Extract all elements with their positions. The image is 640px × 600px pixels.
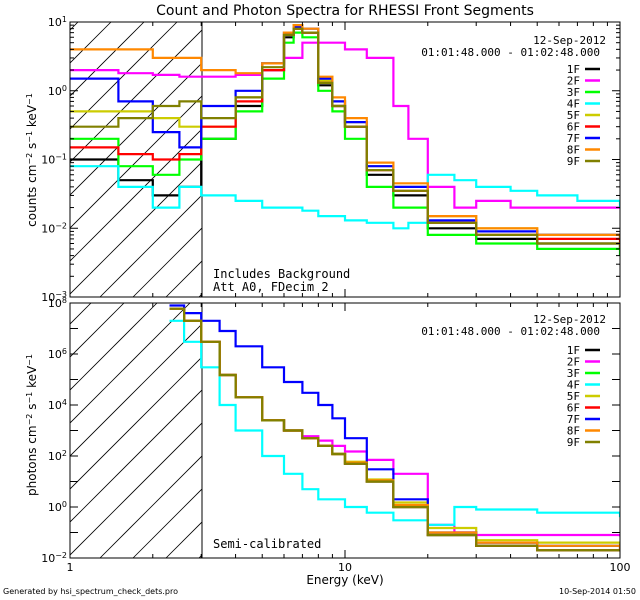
legend-label-2F: 2F	[567, 356, 580, 369]
series-line-3F	[70, 31, 620, 256]
hatch-line	[364, 22, 639, 297]
hatch-line	[198, 293, 202, 297]
x-tick-label: 1	[67, 561, 74, 574]
counts-annotation-background: Includes Background	[213, 267, 350, 281]
hatch-line	[298, 22, 573, 297]
hatch-line	[70, 303, 191, 424]
y-tick-label: 10−2	[41, 221, 67, 236]
footer-date: 10-Sep-2014 01:50	[559, 587, 636, 596]
photons-annotation-semicalibrated: Semi-calibrated	[213, 537, 321, 551]
hatch-line	[70, 422, 202, 556]
series-line-5F	[169, 307, 620, 546]
legend-label-8F: 8F	[567, 144, 580, 157]
legend-label-4F: 4F	[567, 98, 580, 111]
hatch-line	[132, 227, 202, 297]
series-line-8F	[70, 24, 620, 239]
counts-y-axis-label: counts cm−2 s−1 keV−1	[25, 93, 40, 227]
counts-annotation-attenuator: Att A0, FDecim 2	[213, 280, 329, 294]
x-tick-label: 10	[338, 561, 352, 574]
series-line-2F	[70, 41, 620, 209]
hatch-line	[70, 95, 202, 229]
photons-time-range: 01:01:48.000 - 01:02:48.000	[421, 325, 600, 338]
photons-shaded-region	[0, 303, 586, 558]
hatch-line	[70, 62, 202, 196]
hatch-line	[132, 488, 202, 558]
y-tick-label: 106	[48, 347, 67, 362]
y-tick-label: 100	[48, 500, 67, 515]
legend-label-1F: 1F	[567, 344, 580, 357]
legend-label-7F: 7F	[567, 132, 580, 145]
y-tick-label: 10−3	[41, 290, 67, 305]
legend-label-8F: 8F	[567, 425, 580, 438]
counts-series-group	[70, 24, 620, 256]
photons-y-axis-label: photons cm−2 s−1 keV−1	[25, 354, 40, 496]
y-tick-label: 104	[48, 398, 67, 413]
series-line-4F	[70, 165, 620, 230]
hatch-line	[331, 303, 586, 558]
legend-label-3F: 3F	[567, 86, 580, 99]
figure-title: Count and Photon Spectra for RHESSI Fron…	[156, 3, 534, 19]
hatch-line	[70, 323, 202, 457]
legend-label-3F: 3F	[567, 367, 580, 380]
hatch-line	[70, 356, 202, 490]
legend-label-4F: 4F	[567, 379, 580, 392]
x-axis-label: Energy (keV)	[306, 573, 383, 587]
legend-label-2F: 2F	[567, 75, 580, 88]
hatch-line	[70, 22, 145, 97]
photons-date: 12-Sep-2012	[533, 313, 606, 326]
legend-label-6F: 6F	[567, 121, 580, 134]
hatch-line	[232, 303, 487, 558]
y-tick-label: 108	[48, 296, 67, 311]
hatch-line	[99, 194, 202, 297]
hatch-line	[99, 455, 202, 558]
counts-panel: 10−3 10−2 10−1 100 101 counts cm−2 s−1 keV−1…	[0, 15, 639, 305]
hatch-line	[331, 22, 606, 297]
hatch-line	[165, 260, 202, 297]
legend-label-5F: 5F	[567, 390, 580, 403]
hatch-line	[70, 161, 202, 295]
hatch-line	[0, 303, 25, 558]
y-tick-label: 10−1	[41, 152, 67, 167]
legend-label-9F: 9F	[567, 436, 580, 449]
legend-label-6F: 6F	[567, 402, 580, 415]
hatch-line	[70, 303, 125, 358]
counts-date: 12-Sep-2012	[533, 34, 606, 47]
y-tick-label: 100	[48, 83, 67, 98]
hatch-line	[0, 22, 45, 297]
photons-series-group	[169, 304, 620, 552]
hatch-line	[70, 389, 202, 523]
hatch-line	[70, 303, 158, 391]
series-line-9F	[169, 307, 620, 552]
counts-time-range: 01:01:48.000 - 01:02:48.000	[421, 46, 600, 59]
footer-generator: Generated by hsi_spectrum_check_dets.pro	[3, 587, 178, 596]
series-line-9F	[70, 27, 620, 249]
legend-label-1F: 1F	[567, 63, 580, 76]
series-line-4F	[169, 319, 620, 526]
legend-label-7F: 7F	[567, 413, 580, 426]
legend-label-9F: 9F	[567, 155, 580, 168]
counts-axes: 10−3 10−2 10−1 100 101	[41, 15, 620, 305]
x-tick-label: 100	[610, 561, 631, 574]
y-tick-label: 10−2	[41, 551, 67, 566]
hatch-line	[70, 22, 178, 130]
y-tick-label: 102	[48, 449, 67, 464]
legend-label-5F: 5F	[567, 109, 580, 122]
hatch-line	[265, 22, 540, 297]
y-tick-label: 101	[48, 15, 67, 30]
